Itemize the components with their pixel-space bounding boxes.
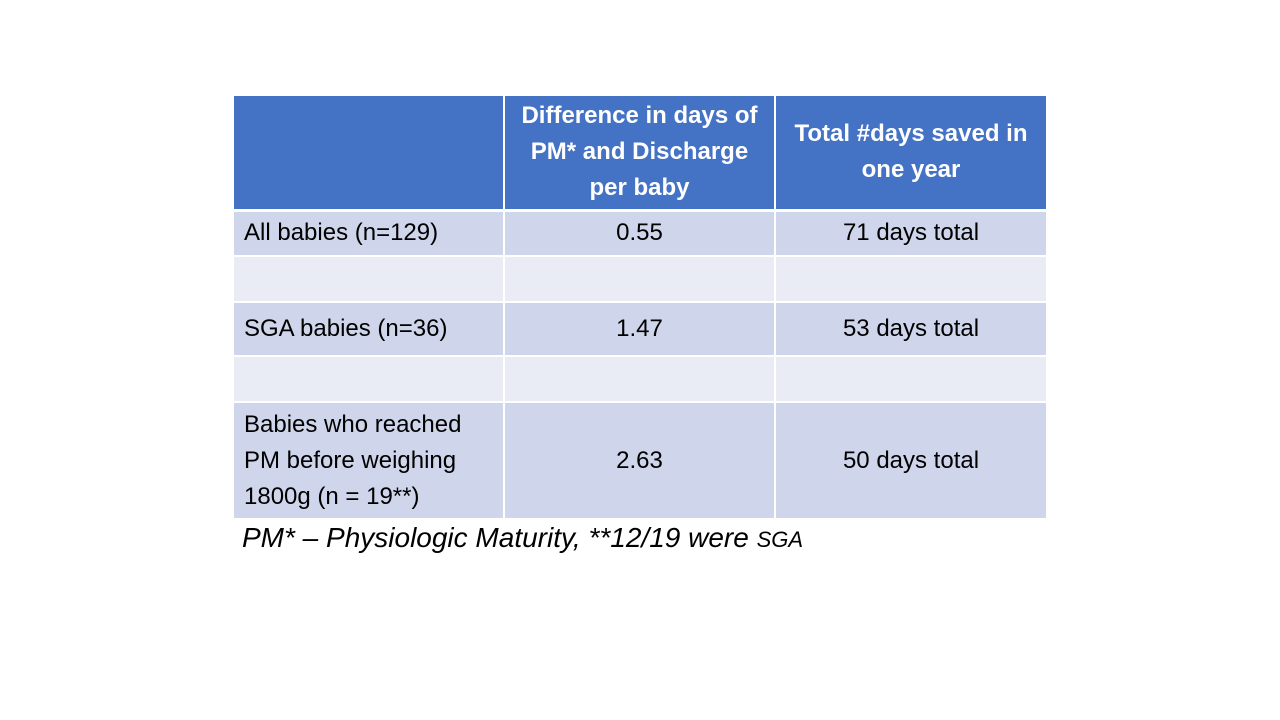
table-row: SGA babies (n=36) 1.47 53 days total xyxy=(234,301,1046,356)
row-difference xyxy=(504,355,776,402)
row-label: SGA babies (n=36) xyxy=(234,301,505,356)
table-row: All babies (n=129) 0.55 71 days total xyxy=(234,208,1046,256)
table-row xyxy=(234,255,1046,302)
results-table: Difference in days of PM* and Discharge … xyxy=(234,96,1046,518)
row-difference xyxy=(504,255,776,302)
table-row: Babies who reached PM before weighing 18… xyxy=(234,401,1046,518)
row-label: All babies (n=129) xyxy=(234,208,505,256)
row-total: 71 days total xyxy=(775,208,1046,256)
header-row: Difference in days of PM* and Discharge … xyxy=(234,96,1046,210)
row-label xyxy=(234,255,505,302)
row-difference: 0.55 xyxy=(504,208,776,256)
row-label xyxy=(234,355,505,402)
header-cell-total: Total #days saved in one year xyxy=(775,96,1046,210)
row-total: 53 days total xyxy=(775,301,1046,356)
row-label: Babies who reached PM before weighing 18… xyxy=(234,401,505,518)
row-total xyxy=(775,255,1046,302)
row-difference: 1.47 xyxy=(504,301,776,356)
header-cell-empty xyxy=(234,96,505,210)
footnote-main: PM* – Physiologic Maturity, **12/19 were xyxy=(242,522,757,553)
header-cell-difference: Difference in days of PM* and Discharge … xyxy=(504,96,776,210)
footnote: PM* – Physiologic Maturity, **12/19 were… xyxy=(242,522,803,554)
row-total: 50 days total xyxy=(775,401,1046,518)
table-row xyxy=(234,355,1046,402)
footnote-tail: SGA xyxy=(756,527,804,552)
row-difference: 2.63 xyxy=(504,401,776,518)
row-total xyxy=(775,355,1046,402)
